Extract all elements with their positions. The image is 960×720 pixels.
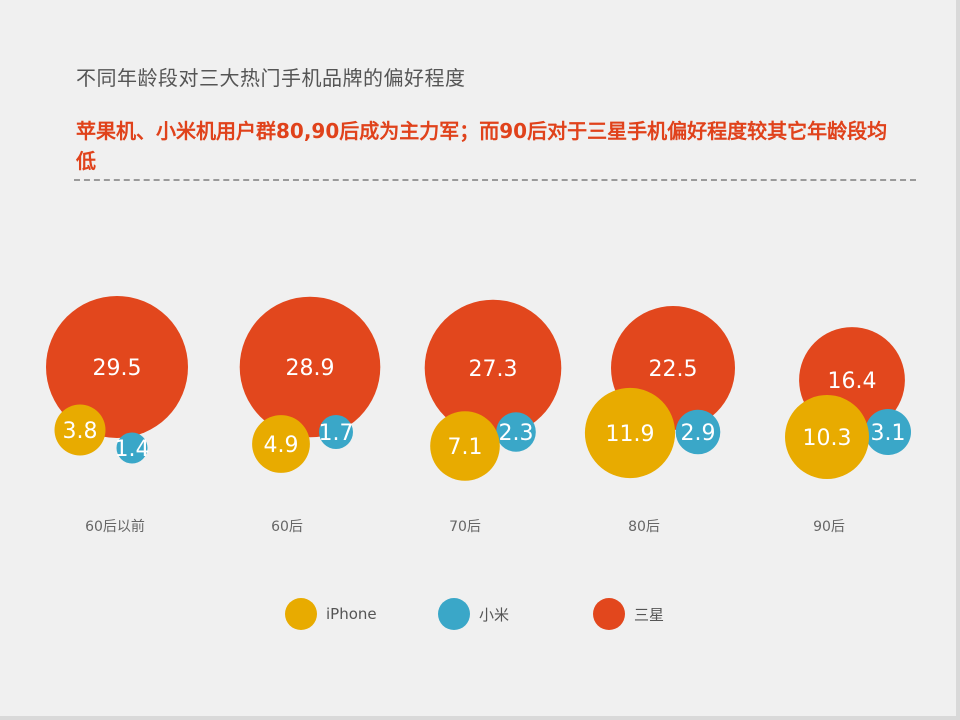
bubble-xiaomi — [116, 432, 148, 464]
data-label-xiaomi: 2.3 — [499, 421, 534, 446]
legend-item-iphone: iPhone — [285, 598, 377, 630]
data-label-iphone: 11.9 — [606, 422, 655, 447]
chart-subtitle: 苹果机、小米机用户群80,90后成为主力军；而90后对于三星手机偏好程度较其它年… — [76, 119, 888, 173]
data-label-iphone: 4.9 — [264, 433, 299, 458]
data-label-iphone: 3.8 — [63, 419, 98, 444]
legend-swatch-samsung — [593, 598, 625, 630]
chart-title: 不同年龄段对三大热门手机品牌的偏好程度 — [76, 66, 466, 90]
data-label-xiaomi: 3.1 — [871, 421, 906, 446]
data-label-samsung: 16.4 — [828, 369, 877, 394]
bubble-xiaomi — [496, 412, 536, 452]
bubble-samsung — [424, 299, 562, 437]
legend-swatch-xiaomi — [438, 598, 470, 630]
bubble-iphone — [54, 404, 106, 456]
bubble-xiaomi — [319, 415, 353, 449]
bubble-iphone — [584, 387, 676, 479]
legend-item-samsung: 三星 — [593, 598, 664, 630]
data-label-iphone: 10.3 — [803, 426, 852, 451]
data-label-samsung: 27.3 — [469, 357, 518, 382]
category-label: 60后 — [271, 519, 303, 535]
data-label-xiaomi: 2.9 — [681, 421, 716, 446]
bubble-iphone — [430, 411, 500, 481]
category-label: 80后 — [628, 519, 660, 535]
bubble-samsung — [239, 296, 381, 438]
bubble-xiaomi — [675, 409, 721, 455]
legend-label-iphone: iPhone — [326, 605, 377, 623]
dashed-divider — [74, 179, 916, 181]
bubble-iphone — [785, 395, 869, 479]
bubble-xiaomi — [865, 409, 911, 455]
data-label-samsung: 28.9 — [286, 356, 335, 381]
category-label: 90后 — [813, 519, 845, 535]
data-label-xiaomi: 1.7 — [319, 421, 354, 446]
legend-label-xiaomi: 小米 — [479, 605, 510, 624]
legend-label-samsung: 三星 — [634, 605, 665, 624]
legend-item-xiaomi: 小米 — [438, 598, 509, 630]
data-label-xiaomi: 1.4 — [115, 437, 150, 462]
bubble-iphone — [252, 415, 310, 473]
data-label-samsung: 29.5 — [93, 356, 142, 381]
bubble-samsung — [46, 296, 188, 438]
category-label: 70后 — [449, 519, 481, 535]
category-label: 60后以前 — [85, 518, 145, 535]
data-label-iphone: 7.1 — [448, 435, 483, 460]
legend-swatch-iphone — [285, 598, 317, 630]
data-label-samsung: 22.5 — [649, 357, 698, 382]
